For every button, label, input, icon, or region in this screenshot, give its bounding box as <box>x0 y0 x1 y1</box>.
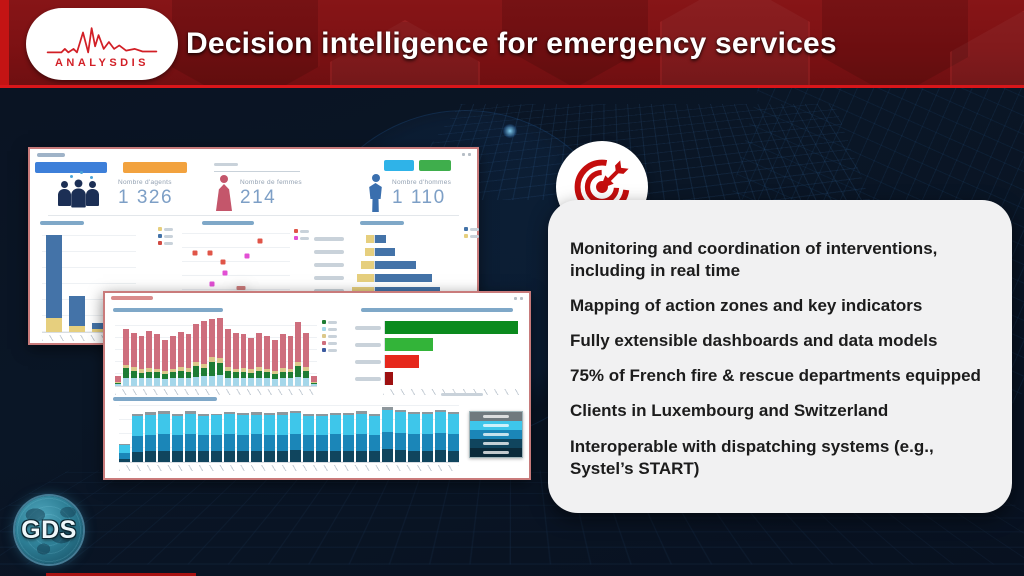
hexagon-decor <box>820 0 970 85</box>
window-controls-icon <box>514 297 523 300</box>
ekg-heartbeat-icon <box>46 27 158 54</box>
network-dot-icon <box>90 176 93 179</box>
x-axis-ticks <box>42 335 136 341</box>
x-axis-ticks <box>115 389 317 395</box>
gds-logo-text: GDS <box>21 515 77 544</box>
panel-item: 75% of French fire & rescue departments … <box>570 366 981 386</box>
people-group-icon <box>58 179 99 208</box>
header-bar: ANALYSDIS Decision intelligence for emer… <box>0 0 1024 88</box>
chart-title-text <box>361 308 513 312</box>
chart-title-text <box>202 221 254 225</box>
divider <box>48 215 459 216</box>
kpi-value: 1 326 <box>118 187 174 208</box>
dashboard1-orange-button[interactable] <box>123 162 187 173</box>
panel-item: Fully extensible dashboards and data mod… <box>570 331 938 351</box>
chart-note-text <box>441 393 483 396</box>
woman-icon <box>216 175 232 211</box>
chart-legend <box>464 227 479 238</box>
teal-chart-legend <box>469 411 523 458</box>
chart-title-text <box>360 221 404 225</box>
header-left-accent <box>0 0 9 85</box>
teal-stacked-chart <box>119 405 460 463</box>
x-axis-ticks <box>119 465 459 471</box>
chart-legend <box>158 227 173 245</box>
panel-item: Interoperable with dispatching systems (… <box>570 436 934 478</box>
window-controls-icon <box>462 153 471 156</box>
panel-item: Monitoring and coordination of intervent… <box>570 239 938 281</box>
gds-logo: GDS <box>15 496 83 564</box>
hexagon-decor <box>170 0 320 85</box>
dashboard1-sky-button[interactable] <box>384 160 414 171</box>
network-dot-icon <box>70 175 73 178</box>
kpi-label: Nombre de femmes <box>240 179 302 186</box>
gds-globe-pattern <box>15 496 83 564</box>
dashboard1-title-text <box>37 153 65 157</box>
hexagon-decor <box>660 0 810 85</box>
chart-title-text <box>40 221 84 225</box>
panel-item: Clients in Luxembourg and Switzerland <box>570 401 889 421</box>
x-axis-ticks <box>383 389 523 395</box>
kpi-value: 1 110 <box>392 187 446 208</box>
chart-legend <box>322 320 337 352</box>
dashboard1-green-button[interactable] <box>419 160 451 171</box>
kpi-value: 214 <box>240 187 277 208</box>
chart-title-text <box>113 308 223 312</box>
chart-legend <box>294 229 309 240</box>
comparison-hbar-chart <box>355 319 525 387</box>
kpi-block: Nombre de femmes 214 <box>240 179 302 209</box>
bottom-accent-line <box>46 573 196 576</box>
panel-item: Mapping of action zones and key indicato… <box>570 296 923 316</box>
chart-title-text <box>113 397 217 401</box>
kpi-label: Nombre d'agents <box>118 179 172 186</box>
man-icon <box>368 174 383 212</box>
kpi-block: Nombre d'hommes 1 110 <box>392 179 451 209</box>
monthly-stacked-chart <box>115 317 317 387</box>
dashboard-screenshot-2 <box>103 291 531 480</box>
dashboard1-filter-label <box>214 163 238 166</box>
kpi-block: Nombre d'agents 1 326 <box>118 179 173 209</box>
network-dot-icon <box>80 171 83 174</box>
kpi-label: Nombre d'hommes <box>392 179 452 186</box>
dashboard1-blue-button[interactable] <box>35 162 107 173</box>
dashboard1-filter-input[interactable] <box>214 171 300 172</box>
dashboard2-title-text <box>111 296 153 300</box>
logo-text: ANALYSDIS <box>54 57 150 69</box>
feature-panel: Monitoring and coordination of intervent… <box>548 200 1012 513</box>
analysdis-logo: ANALYSDIS <box>26 8 178 80</box>
page-title: Decision intelligence for emergency serv… <box>186 27 837 60</box>
